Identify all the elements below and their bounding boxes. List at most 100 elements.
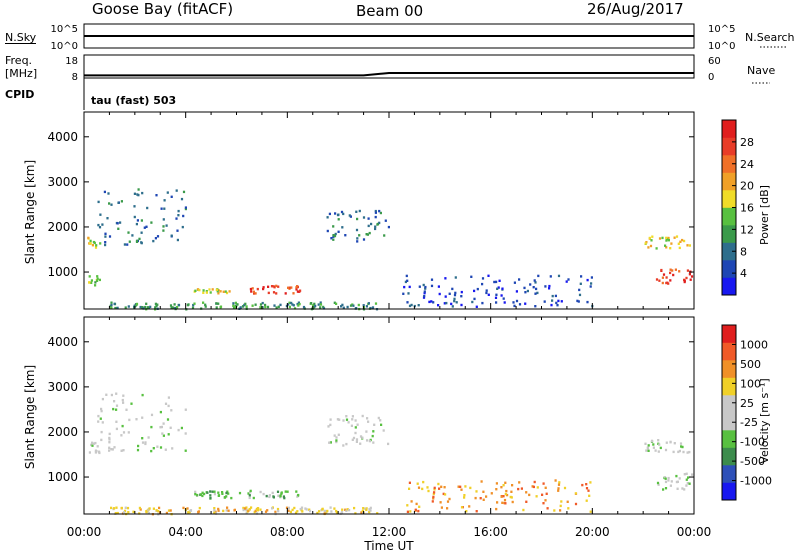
power-cell [432, 301, 435, 304]
velocity-cell [248, 508, 251, 511]
velocity-cell [91, 444, 94, 447]
velocity-cell [184, 432, 187, 435]
power-cell [113, 302, 116, 306]
velocity-cell [367, 420, 370, 423]
power-cell [534, 305, 537, 308]
velocity-cell [355, 438, 359, 441]
velocity-cell [432, 492, 435, 496]
velocity-cell [184, 408, 187, 411]
power-cell [297, 301, 300, 304]
velocity-cell [147, 436, 150, 439]
power-cell [104, 232, 107, 235]
velocity-cell [127, 431, 130, 434]
power-cell [272, 285, 275, 288]
velocity-cell [295, 490, 298, 493]
velocity-cell [686, 451, 689, 454]
power-cell [370, 222, 373, 226]
power-cell [410, 303, 413, 307]
velocity-colorbar-swatch [722, 325, 736, 343]
power-cell [319, 306, 322, 309]
velocity-cell [659, 446, 662, 450]
power-cell [661, 236, 664, 240]
power-cell [487, 274, 490, 277]
velocity-cell [110, 393, 113, 397]
power-cell [272, 291, 276, 294]
power-cell [337, 230, 340, 233]
power-cell [162, 218, 165, 221]
velocity-cell [113, 446, 116, 449]
power-cell [110, 203, 113, 206]
velocity-cell [268, 495, 271, 499]
power-cell [330, 237, 333, 240]
velocity-cell [350, 424, 353, 427]
velocity-colorbar-tick-label: -500 [740, 455, 765, 468]
power-cell [515, 299, 519, 303]
velocity-cell [376, 512, 379, 515]
velocity-cell [490, 492, 493, 495]
power-cell [362, 238, 366, 241]
velocity-cell [116, 511, 119, 515]
power-cell [288, 305, 291, 309]
power-cell [297, 304, 300, 307]
velocity-cell [365, 508, 368, 511]
velocity-cell [673, 442, 676, 445]
power-cell [204, 303, 207, 306]
power-cell [264, 303, 267, 307]
power-cell [501, 287, 504, 290]
velocity-cell [161, 432, 164, 435]
velocity-cell [683, 473, 686, 476]
power-cell [543, 300, 546, 303]
velocity-cell [155, 509, 158, 512]
velocity-cell [646, 446, 649, 449]
power-cell [358, 209, 361, 213]
power-cell [532, 286, 535, 289]
velocity-cell [141, 416, 144, 419]
power-cell [138, 237, 141, 241]
power-y-tick-label: 3000 [47, 175, 78, 189]
power-cell [322, 307, 326, 310]
velocity-cell [329, 506, 332, 509]
power-cell [669, 268, 672, 271]
velocity-cell [377, 416, 380, 420]
velocity-cell [433, 486, 436, 490]
power-cell [673, 236, 676, 239]
power-cell [560, 300, 563, 303]
velocity-cell [139, 508, 142, 511]
velocity-cell [201, 491, 204, 494]
velocity-cell [509, 495, 512, 499]
power-colorbar-tick-label: 8 [740, 245, 747, 258]
velocity-cell [644, 442, 647, 445]
power-cell [356, 217, 359, 221]
power-cell [485, 289, 488, 292]
power-cell [267, 285, 270, 288]
velocity-cell [500, 486, 503, 489]
velocity-cell [144, 442, 147, 446]
power-cell [496, 287, 499, 290]
power-cell [96, 275, 99, 278]
velocity-cell [585, 483, 588, 486]
power-y-axis-label: Slant Range [km] [23, 160, 37, 264]
power-cell [163, 199, 166, 202]
power-cell [287, 286, 290, 289]
velocity-cell [520, 487, 523, 490]
power-cell [262, 287, 265, 291]
power-cell [146, 206, 149, 210]
power-cell [655, 278, 659, 281]
velocity-cell [502, 495, 505, 498]
power-cell [96, 279, 99, 282]
power-cell [374, 227, 377, 231]
velocity-cell [344, 508, 347, 511]
velocity-cell [180, 426, 183, 430]
velocity-cell [433, 491, 436, 494]
velocity-cell [654, 449, 657, 452]
power-cell [515, 290, 518, 293]
power-cell [196, 288, 200, 291]
power-cell [275, 292, 278, 295]
power-cell [443, 302, 446, 305]
velocity-cell [206, 491, 209, 494]
velocity-cell [681, 445, 684, 449]
velocity-cell [333, 434, 336, 437]
velocity-cell [135, 418, 138, 421]
velocity-cell [238, 491, 242, 495]
velocity-cell [209, 494, 212, 497]
